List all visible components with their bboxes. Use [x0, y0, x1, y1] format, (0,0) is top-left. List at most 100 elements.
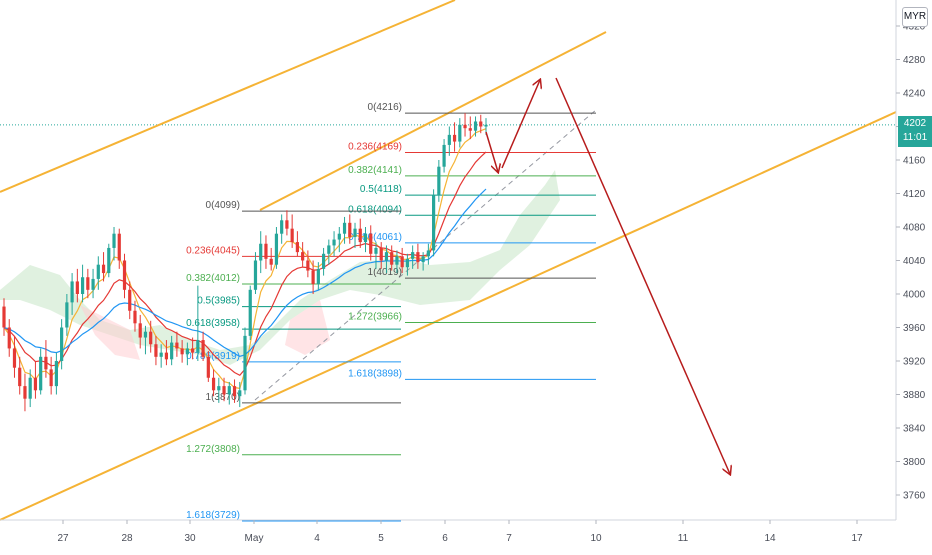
candle-body [154, 344, 158, 357]
currency-button[interactable]: MYR [902, 7, 928, 27]
candle-body [117, 233, 121, 261]
candle-body [484, 124, 488, 127]
dashed-trend-line [254, 109, 597, 401]
candle [101, 252, 106, 282]
candle [432, 189, 436, 257]
time-tick-label: 5 [378, 533, 384, 544]
candle [112, 227, 116, 261]
candle-body [321, 253, 326, 269]
candle [33, 361, 38, 399]
candle [248, 285, 252, 341]
time-tick-label: 14 [764, 533, 776, 544]
candle-body [217, 386, 221, 391]
candle [479, 114, 483, 134]
candle [348, 214, 352, 244]
candle-body [301, 252, 305, 261]
candle [80, 264, 85, 303]
candle-body [70, 281, 74, 303]
candle [227, 381, 231, 405]
candle [463, 113, 467, 137]
candle [411, 245, 415, 269]
candle [363, 227, 368, 253]
fib-upper-label: 1(4019) [368, 267, 402, 278]
candle-body [285, 220, 289, 229]
candle-body [426, 250, 430, 257]
last-price-value: 4202 [903, 118, 927, 129]
candle-body [342, 222, 347, 234]
candle-body [269, 258, 273, 265]
candle-body [28, 377, 32, 399]
candle-body [306, 260, 310, 271]
candle-body [473, 121, 478, 131]
candle [170, 335, 174, 366]
candle [442, 139, 446, 173]
forecast-arrows [485, 78, 730, 474]
price-tick-label: 4080 [903, 223, 926, 234]
candle-body [442, 144, 446, 167]
candle [232, 379, 237, 403]
candle-body [12, 348, 17, 368]
candle-body [7, 327, 11, 349]
candle [122, 253, 127, 299]
candle [211, 369, 216, 397]
candle-body [437, 166, 441, 196]
candle-body [395, 256, 399, 265]
candle-body [65, 302, 69, 328]
candle-body [185, 348, 189, 355]
candle [405, 253, 410, 276]
candle-body [253, 260, 258, 290]
candle-body [452, 134, 457, 142]
last-price-countdown: 11:01 [902, 132, 928, 143]
fib-upper-label: 0.236(4169) [348, 141, 402, 152]
price-tick-label: 4040 [903, 256, 926, 267]
candle [264, 235, 268, 269]
candle [128, 281, 132, 320]
fib-lower-label: 0.5(3985) [197, 296, 240, 307]
price-tick-label: 3920 [903, 357, 926, 368]
fib-upper-label: 1.618(3898) [348, 368, 402, 379]
fib-lower-label: 0(4099) [206, 200, 240, 211]
candle-body [390, 252, 394, 265]
candle-body [468, 128, 472, 131]
candle [369, 225, 373, 261]
trend-channel [0, 0, 897, 521]
candle-body [91, 278, 95, 290]
candle [180, 340, 184, 363]
candle-body [196, 340, 200, 353]
candle [353, 222, 357, 248]
candle-body [458, 124, 462, 142]
candle [311, 260, 315, 294]
candle-body [353, 228, 357, 238]
candle [75, 268, 79, 303]
candle-body [316, 268, 320, 284]
candle-body [374, 247, 378, 254]
candle [342, 216, 347, 244]
candle-body [201, 340, 205, 357]
candle [452, 122, 457, 152]
candle [243, 327, 247, 395]
time-tick-label: 7 [506, 533, 512, 544]
candle-body [432, 195, 436, 251]
candle [395, 250, 399, 274]
candle-body [149, 331, 153, 345]
candle [332, 231, 336, 257]
candle-body [44, 356, 48, 370]
candle-body [164, 352, 169, 360]
fib-lower-label: 0.618(3958) [186, 318, 240, 329]
candle [49, 356, 53, 395]
candle [280, 214, 284, 244]
candle-body [39, 356, 43, 391]
candle [70, 273, 74, 315]
candle [238, 381, 242, 408]
time-tick-label: 6 [442, 533, 448, 544]
candle-body [54, 361, 58, 387]
candle [217, 377, 221, 403]
candle-body [18, 367, 22, 387]
candle [337, 227, 341, 253]
candle-body [180, 348, 184, 355]
candle-body [463, 124, 467, 129]
fib-upper-label: 1.272(3966) [348, 311, 402, 322]
candle-body [416, 252, 420, 263]
